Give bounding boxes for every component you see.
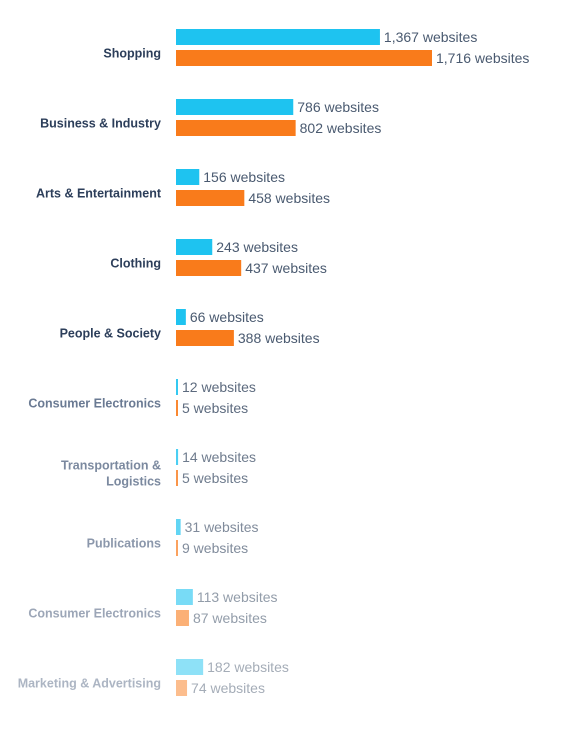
category-label: Marketing & Advertising: [18, 677, 161, 691]
bar-series-2: [176, 470, 178, 486]
category-label: Publications: [87, 537, 161, 551]
bar-series-1: [176, 29, 380, 45]
bar-series-1: [176, 449, 179, 465]
value-label: 12 websites: [182, 379, 256, 395]
category-label: Clothing: [110, 257, 161, 271]
value-label: 182 websites: [207, 659, 289, 675]
bar-series-2: [176, 260, 242, 276]
bar-series-2: [176, 610, 189, 626]
value-label: 458 websites: [248, 190, 330, 206]
value-label: 786 websites: [297, 99, 379, 115]
value-label: 437 websites: [245, 260, 327, 276]
value-label: 113 websites: [197, 589, 278, 605]
value-label: 1,716 websites: [436, 50, 529, 66]
bar-series-2: [176, 120, 296, 136]
value-label: 156 websites: [203, 169, 285, 185]
category-label: Logistics: [106, 475, 161, 489]
bar-series-2: [176, 540, 178, 556]
category-label: Consumer Electronics: [28, 607, 161, 621]
category-label: People & Society: [60, 327, 161, 341]
value-label: 74 websites: [191, 680, 265, 696]
value-label: 5 websites: [182, 400, 248, 416]
bar-series-1: [176, 589, 193, 605]
value-label: 802 websites: [300, 120, 382, 136]
value-label: 31 websites: [185, 519, 259, 535]
category-label: Arts & Entertainment: [36, 187, 162, 201]
value-label: 1,367 websites: [384, 29, 477, 45]
value-label: 243 websites: [216, 239, 298, 255]
category-label: Transportation &: [61, 459, 161, 473]
value-label: 5 websites: [182, 470, 248, 486]
bar-series-1: [176, 309, 186, 325]
value-label: 388 websites: [238, 330, 320, 346]
bar-series-1: [176, 379, 178, 395]
bar-series-2: [176, 680, 188, 696]
value-label: 9 websites: [182, 540, 248, 556]
bar-series-2: [176, 330, 234, 346]
value-label: 87 websites: [193, 610, 267, 626]
category-label: Consumer Electronics: [28, 397, 161, 411]
bar-series-2: [176, 400, 178, 416]
bar-series-1: [176, 519, 181, 535]
value-label: 66 websites: [190, 309, 264, 325]
bar-series-1: [176, 239, 213, 255]
value-label: 14 websites: [182, 449, 256, 465]
bar-series-1: [176, 99, 294, 115]
category-label: Business & Industry: [40, 117, 161, 131]
bar-series-2: [176, 190, 245, 206]
category-label: Shopping: [103, 47, 161, 61]
bar-series-1: [176, 169, 200, 185]
bar-series-1: [176, 659, 204, 675]
bar-series-2: [176, 50, 432, 66]
